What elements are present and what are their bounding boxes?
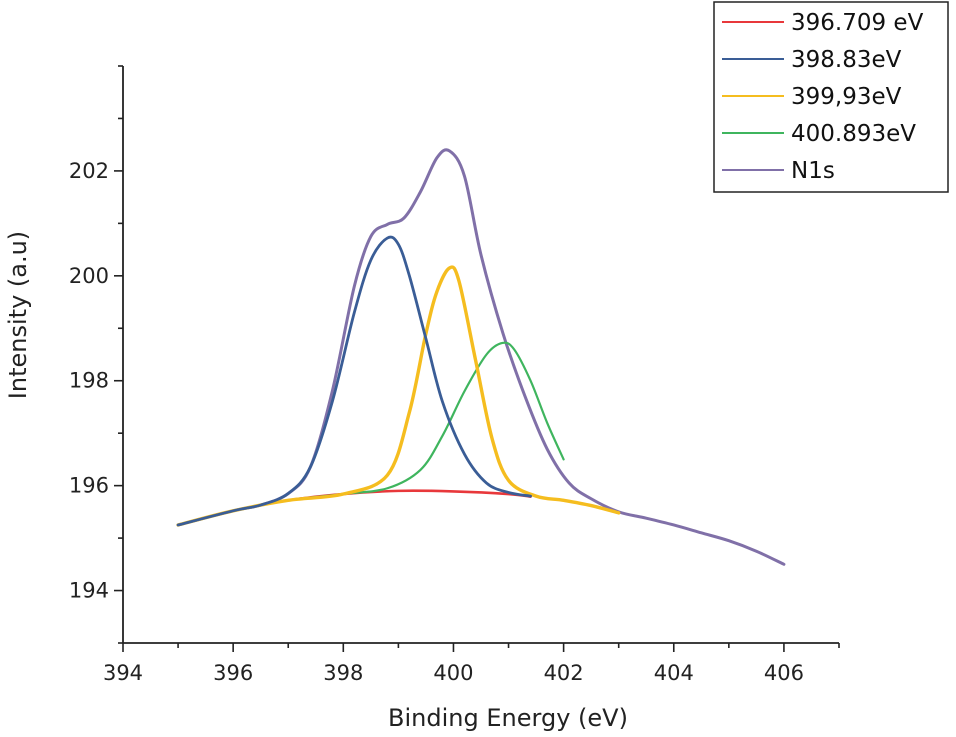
y-tick-label: 196 — [69, 474, 109, 498]
x-tick-label: 402 — [544, 661, 584, 685]
x-tick-label: 394 — [103, 661, 143, 685]
series-layer — [176, 148, 786, 566]
series-line-2 — [176, 265, 621, 527]
x-tick-label: 404 — [654, 661, 694, 685]
x-tick-label: 398 — [323, 661, 363, 685]
y-tick-label: 198 — [69, 369, 109, 393]
legend-label-4: N1s — [791, 158, 835, 184]
x-tick-label: 396 — [213, 661, 253, 685]
legend-label-3: 400.893eV — [791, 121, 916, 147]
x-axis-title: Binding Energy (eV) — [388, 704, 628, 732]
x-tick-label: 406 — [764, 661, 804, 685]
legend-label-1: 398.83eV — [791, 47, 902, 73]
axes-layer: 394 396 398 400 402 404 406 194 196 198 200 202 — [69, 65, 840, 685]
legend-label-2: 399,93eV — [791, 84, 902, 110]
legend-label-0: 396.709 eV — [791, 10, 924, 36]
series-line-3 — [176, 341, 565, 527]
y-tick-label: 194 — [69, 579, 109, 603]
y-tick-label: 200 — [69, 264, 109, 288]
y-axis-title: Intensity (a.u) — [4, 231, 32, 399]
series-line-0 — [176, 489, 532, 527]
y-tick-label: 202 — [69, 159, 109, 183]
legend: 396.709 eV 398.83eV 399,93eV 400.893eV N1s — [713, 1, 949, 193]
series-line-1 — [176, 235, 532, 527]
x-tick-label: 400 — [433, 661, 473, 685]
